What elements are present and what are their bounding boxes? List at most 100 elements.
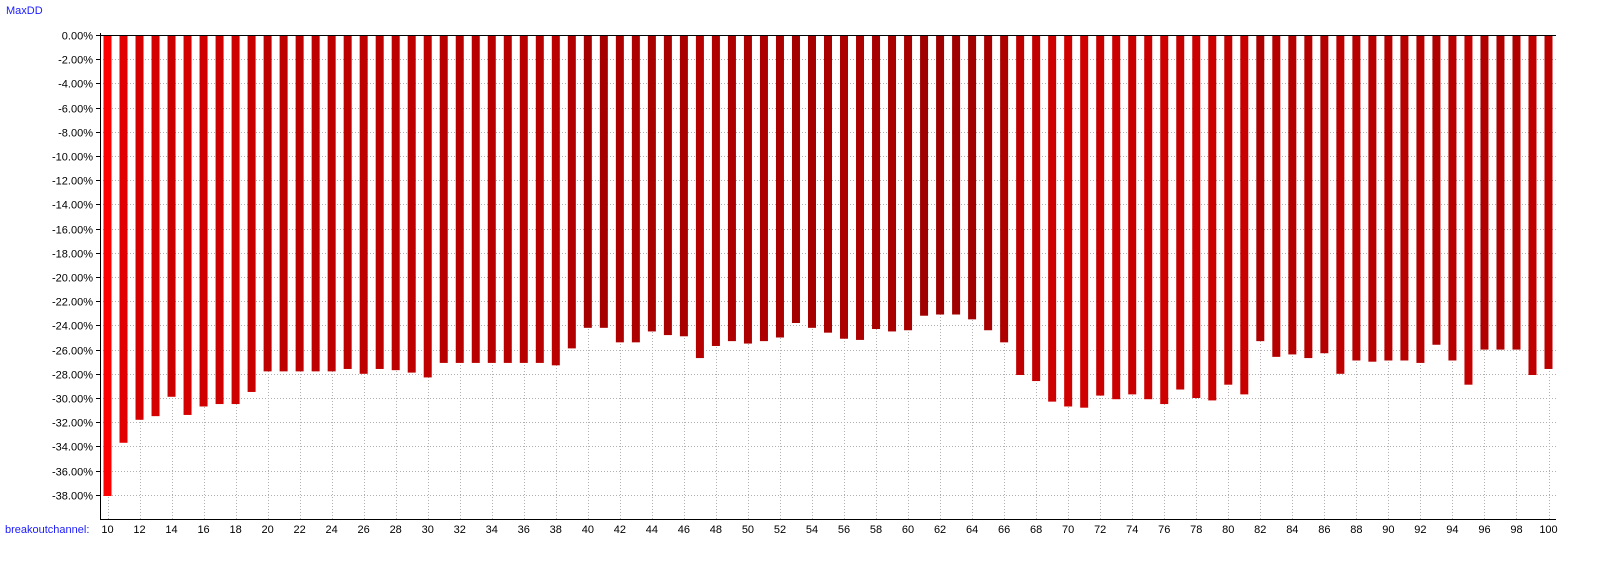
bar bbox=[1080, 35, 1089, 408]
bar bbox=[904, 35, 913, 331]
bar bbox=[1512, 35, 1521, 350]
x-tick-label: 70 bbox=[1062, 524, 1074, 536]
bar bbox=[119, 35, 128, 443]
x-axis-title: breakoutchannel: bbox=[5, 524, 90, 536]
bar bbox=[615, 35, 624, 343]
bar bbox=[1464, 35, 1473, 385]
bar bbox=[1256, 35, 1265, 342]
bar bbox=[1384, 35, 1393, 361]
bar bbox=[167, 35, 176, 397]
x-tick-label: 52 bbox=[774, 524, 786, 536]
bar bbox=[1272, 35, 1281, 357]
y-tick-label: -16.00% bbox=[52, 225, 93, 237]
y-tick-label: -14.00% bbox=[52, 200, 93, 212]
bar bbox=[551, 35, 560, 366]
bar bbox=[599, 35, 608, 328]
y-tick-label: -20.00% bbox=[52, 273, 93, 285]
bar bbox=[455, 35, 464, 363]
bar bbox=[279, 35, 288, 372]
bar bbox=[711, 35, 720, 346]
bar bbox=[247, 35, 256, 392]
bar bbox=[1496, 35, 1505, 350]
x-tick-label: 20 bbox=[261, 524, 273, 536]
bar bbox=[824, 35, 832, 333]
x-tick-label: 56 bbox=[838, 524, 850, 536]
bar bbox=[231, 35, 240, 405]
x-tick-label: 48 bbox=[710, 524, 722, 536]
x-tick-label: 58 bbox=[870, 524, 882, 536]
bar bbox=[439, 35, 448, 363]
bar bbox=[1016, 35, 1025, 376]
bar bbox=[791, 35, 800, 323]
x-tick-label: 26 bbox=[358, 524, 370, 536]
bar bbox=[1064, 35, 1073, 407]
bar bbox=[503, 35, 512, 363]
x-tick-label: 14 bbox=[165, 524, 177, 536]
x-tick-label: 12 bbox=[133, 524, 145, 536]
x-tick-label: 28 bbox=[390, 524, 402, 536]
bar bbox=[968, 35, 977, 320]
y-tick-label: -32.00% bbox=[52, 418, 93, 430]
x-tick-label: 88 bbox=[1350, 524, 1362, 536]
x-tick-label: 36 bbox=[518, 524, 530, 536]
bar bbox=[1304, 35, 1313, 359]
bar bbox=[151, 35, 160, 417]
bar bbox=[535, 35, 544, 363]
bar bbox=[375, 35, 384, 369]
x-tick-label: 94 bbox=[1446, 524, 1458, 536]
x-tick-label: 90 bbox=[1382, 524, 1394, 536]
bar bbox=[135, 35, 144, 420]
x-tick-label: 30 bbox=[422, 524, 434, 536]
bar bbox=[1048, 35, 1057, 402]
x-tick-label: 98 bbox=[1510, 524, 1522, 536]
bar bbox=[807, 35, 816, 328]
x-tick-label: 44 bbox=[646, 524, 658, 536]
bar bbox=[663, 35, 672, 336]
x-tick-label: 40 bbox=[582, 524, 594, 536]
bar bbox=[1160, 35, 1169, 405]
x-tick-label: 68 bbox=[1030, 524, 1042, 536]
x-tick-label: 66 bbox=[998, 524, 1010, 536]
y-tick-label: -24.00% bbox=[52, 321, 93, 333]
x-tick-label: 38 bbox=[550, 524, 562, 536]
bar bbox=[471, 35, 480, 363]
bar bbox=[1416, 35, 1425, 363]
bar bbox=[1032, 35, 1041, 382]
x-tick-label: 96 bbox=[1478, 524, 1490, 536]
x-tick-label: 34 bbox=[486, 524, 498, 536]
bar bbox=[840, 35, 849, 339]
x-tick-label: 84 bbox=[1286, 524, 1298, 536]
bar bbox=[743, 35, 752, 344]
bar bbox=[103, 35, 112, 497]
bar bbox=[1528, 35, 1537, 376]
bar bbox=[215, 35, 224, 405]
x-tick-label: 74 bbox=[1126, 524, 1138, 536]
bar bbox=[359, 35, 368, 374]
bar bbox=[391, 35, 400, 371]
y-tick-label: -12.00% bbox=[52, 176, 93, 188]
bar bbox=[199, 35, 208, 407]
y-tick-label: -26.00% bbox=[52, 346, 93, 358]
y-tick-label: -4.00% bbox=[58, 79, 93, 91]
y-tick-label: -30.00% bbox=[52, 394, 93, 406]
bar bbox=[1400, 35, 1409, 361]
bar bbox=[423, 35, 432, 378]
bar bbox=[631, 35, 640, 343]
x-tick-label: 60 bbox=[902, 524, 914, 536]
bar bbox=[1176, 35, 1185, 390]
bar bbox=[1224, 35, 1233, 385]
bar bbox=[1096, 35, 1105, 396]
bar bbox=[1128, 35, 1137, 395]
bar bbox=[1112, 35, 1121, 400]
bar bbox=[872, 35, 881, 330]
bar bbox=[856, 35, 865, 340]
x-tick-label: 46 bbox=[678, 524, 690, 536]
x-tick-label: 32 bbox=[454, 524, 466, 536]
bar bbox=[1000, 35, 1009, 343]
y-axis-title: MaxDD bbox=[6, 5, 43, 17]
y-tick-label: 0.00% bbox=[62, 31, 93, 43]
x-tick-label: 54 bbox=[806, 524, 818, 536]
y-tick-label: -22.00% bbox=[52, 297, 93, 309]
bar bbox=[343, 35, 352, 369]
